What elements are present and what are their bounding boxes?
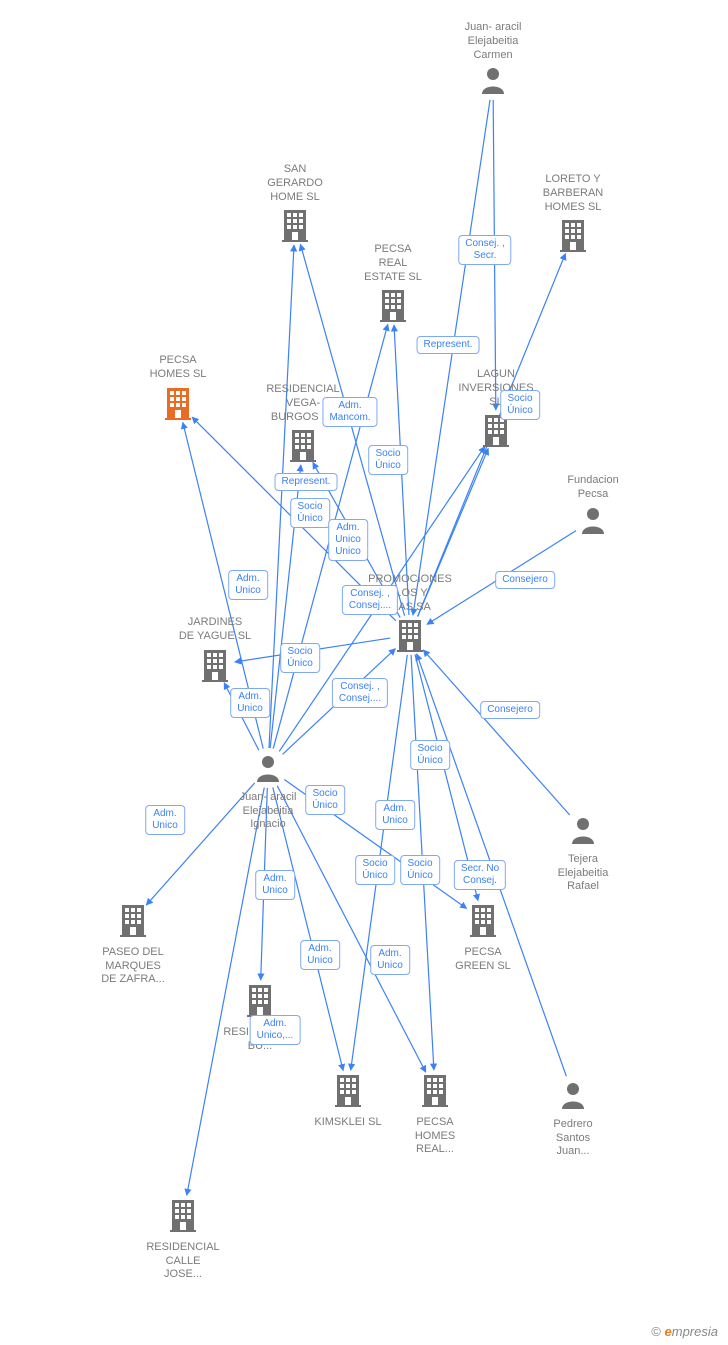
- edge-label: Adm.Unico: [375, 800, 415, 830]
- edge-label: Represent.: [275, 473, 338, 491]
- edge-label: Adm.Unico: [230, 688, 270, 718]
- edge-label: Consej. ,Consej....: [342, 585, 398, 615]
- edge: [423, 650, 569, 815]
- edge: [413, 100, 490, 615]
- edge-label: Consejero: [480, 701, 540, 719]
- edge-label: SocioÚnico: [368, 445, 408, 475]
- edge: [418, 448, 489, 616]
- copyright: © empresia: [651, 1324, 718, 1339]
- edge-label: Adm.UnicoUnico: [328, 519, 368, 561]
- edge-label: SocioÚnico: [400, 855, 440, 885]
- edge-label: SocioÚnico: [355, 855, 395, 885]
- edge: [146, 783, 254, 905]
- edge-label: Secr. NoConsej.: [454, 860, 506, 890]
- edge-label: SocioÚnico: [290, 498, 330, 528]
- edge-label: SocioÚnico: [305, 785, 345, 815]
- edge-label: SocioÚnico: [500, 390, 540, 420]
- network-canvas: [0, 0, 728, 1345]
- edge-label: Adm.Unico: [370, 945, 410, 975]
- edge-label: Consej. ,Consej....: [332, 678, 388, 708]
- edge: [187, 788, 265, 1196]
- edge-label: Represent.: [417, 336, 480, 354]
- edge-label: Adm.Unico: [228, 570, 268, 600]
- edge-label: Adm.Unico: [300, 940, 340, 970]
- edge-label: Adm.Unico: [145, 805, 185, 835]
- edge-label: Adm.Mancom.: [322, 397, 377, 427]
- edge-label: Consej. ,Secr.: [458, 235, 511, 265]
- edge-label: Consejero: [495, 571, 555, 589]
- edge-label: SocioÚnico: [410, 740, 450, 770]
- edge-label: SocioÚnico: [280, 643, 320, 673]
- edge-label: Adm.Unico: [255, 870, 295, 900]
- edge-label: Adm.Unico,...: [250, 1015, 301, 1045]
